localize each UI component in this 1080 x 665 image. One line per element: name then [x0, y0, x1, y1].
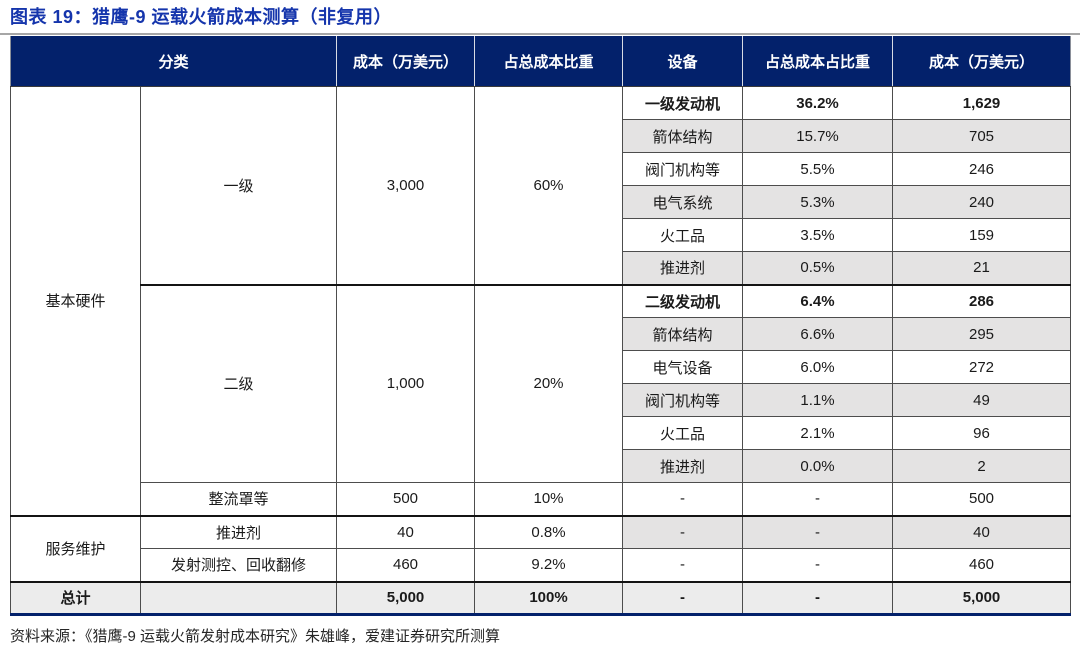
cell-device: 火工品	[622, 218, 744, 252]
cell-device-cost: 2	[892, 449, 1072, 483]
cell-total-device-cost: 5,000	[892, 580, 1072, 616]
cell-device: 电气设备	[622, 350, 744, 384]
total-row: 总计 5,000 100% - - 5,000	[10, 580, 1072, 616]
cell-device: -	[622, 580, 744, 616]
cell-cost: 500	[336, 482, 476, 516]
cell-category-basic-hardware: 基本硬件	[10, 86, 141, 516]
cell-device-cost: 49	[892, 383, 1072, 417]
table-row: 发射测控、回收翻修 460 9.2% - - 460	[11, 548, 1072, 582]
table-row: 箭体结构 15.7% 705	[11, 119, 1072, 153]
cell-cost: 1,000	[336, 283, 476, 483]
cell-device-cost: 1,629	[892, 86, 1072, 120]
cell-device-cost: 21	[892, 251, 1072, 285]
table-row: 推进剂 0.5% 21	[11, 251, 1072, 285]
report-figure: 图表 19：猎鹰-9 运载火箭成本测算（非复用） 分类 成本（万美元） 占总成本…	[0, 7, 1080, 645]
cell-cost: 460	[336, 548, 476, 582]
table-row: 阀门机构等 5.5% 246	[11, 152, 1072, 186]
cell-total-share: 100%	[474, 580, 624, 616]
cell-device: 二级发动机	[622, 283, 744, 318]
cell-device-share: 6.4%	[742, 283, 894, 318]
cell-device-cost: 500	[892, 482, 1072, 516]
cell-category-service: 服务维护	[10, 514, 141, 582]
cell-device: 箭体结构	[622, 119, 744, 153]
table-row: 火工品 2.1% 96	[11, 416, 1072, 450]
cell-device-cost: 295	[892, 317, 1072, 351]
header-row: 分类 成本（万美元） 占总成本比重 设备 占总成本占比重 成本（万美元）	[9, 36, 1072, 87]
cell-device: -	[622, 548, 744, 582]
cell-device-share: 1.1%	[742, 383, 894, 417]
cell-cost: 40	[336, 514, 476, 549]
cell-device-share: 5.3%	[742, 185, 894, 219]
col-header-cost-share: 占总成本比重	[474, 36, 623, 87]
cell-device: 一级发动机	[622, 86, 744, 120]
cell-device-share: -	[742, 580, 894, 616]
cell-device-share: 15.7%	[742, 119, 894, 153]
table-row: 电气设备 6.0% 272	[11, 350, 1072, 384]
cell-device-share: -	[742, 548, 894, 582]
table-row: 基本硬件 一级 3,000 60% 一级发动机 36.2% 1,629	[10, 86, 1072, 516]
cell-device-share: 5.5%	[742, 152, 894, 186]
cell-device-cost: 246	[892, 152, 1072, 186]
cell-device-cost: 240	[892, 185, 1072, 219]
table-row: 二级 1,000 20% 二级发动机 6.4% 286	[11, 283, 1072, 483]
cell-subcategory-propellant: 推进剂	[139, 514, 338, 549]
cell-device: 火工品	[622, 416, 744, 450]
cell-cost-share: 60%	[474, 86, 624, 285]
table-row: 阀门机构等 1.1% 49	[11, 383, 1072, 417]
table-row: 整流罩等 500 10% - - 500	[11, 482, 1072, 516]
figure-title: 图表 19：猎鹰-9 运载火箭成本测算（非复用）	[10, 7, 393, 27]
cost-table: 分类 成本（万美元） 占总成本比重 设备 占总成本占比重 成本（万美元） 基本硬…	[9, 36, 1072, 616]
cell-device-share: 2.1%	[742, 416, 894, 450]
cell-subcategory-launch-control: 发射测控、回收翻修	[139, 548, 338, 582]
cell-subcategory-stage2: 二级	[139, 283, 338, 483]
cell-device-cost: 40	[892, 514, 1072, 549]
cell-device: 阀门机构等	[622, 152, 744, 186]
table-row: 火工品 3.5% 159	[11, 218, 1072, 252]
col-header-device-share: 占总成本占比重	[742, 36, 893, 87]
cell-cost: 3,000	[336, 86, 476, 285]
cell-device: 推进剂	[622, 251, 744, 285]
cell-cost-share: 10%	[474, 482, 624, 516]
cell-empty	[139, 580, 338, 616]
cell-device: 推进剂	[622, 449, 744, 483]
cell-device-share: -	[742, 514, 894, 549]
cell-device-share: 0.5%	[742, 251, 894, 285]
col-header-device-cost: 成本（万美元）	[892, 36, 1072, 87]
cell-total-cost: 5,000	[336, 580, 476, 616]
cell-cost-share: 20%	[474, 283, 624, 483]
table-row: 服务维护 推进剂 40 0.8% - - 40	[10, 514, 1072, 582]
cell-subcategory-fairing: 整流罩等	[139, 482, 338, 516]
cell-device-cost: 96	[892, 416, 1072, 450]
cell-cost-share: 0.8%	[474, 514, 624, 549]
col-header-cost: 成本（万美元）	[336, 36, 475, 87]
col-header-device: 设备	[622, 36, 743, 87]
cell-device: 电气系统	[622, 185, 744, 219]
table-row: 电气系统 5.3% 240	[11, 185, 1072, 219]
cell-total-label: 总计	[10, 580, 141, 616]
cell-device-share: 6.0%	[742, 350, 894, 384]
title-divider	[0, 33, 1080, 35]
cell-device-share: 36.2%	[742, 86, 894, 120]
cell-subcategory-stage1: 一级	[139, 86, 338, 285]
source-note: 资料来源：《猎鹰-9 运载火箭发射成本研究》朱雄峰，爱建证券研究所测算	[10, 628, 501, 645]
cell-device-cost: 272	[892, 350, 1072, 384]
cell-device: 阀门机构等	[622, 383, 744, 417]
cell-device: -	[622, 514, 744, 549]
col-header-category: 分类	[9, 36, 337, 87]
cell-device-cost: 460	[892, 548, 1072, 582]
cell-device-share: -	[742, 482, 894, 516]
cell-device: -	[622, 482, 744, 516]
cell-device-share: 3.5%	[742, 218, 894, 252]
cell-device-cost: 705	[892, 119, 1072, 153]
cell-cost-share: 9.2%	[474, 548, 624, 582]
cell-device-share: 6.6%	[742, 317, 894, 351]
cell-device: 箭体结构	[622, 317, 744, 351]
cell-device-cost: 159	[892, 218, 1072, 252]
cell-device-cost: 286	[892, 283, 1072, 318]
cell-device-share: 0.0%	[742, 449, 894, 483]
